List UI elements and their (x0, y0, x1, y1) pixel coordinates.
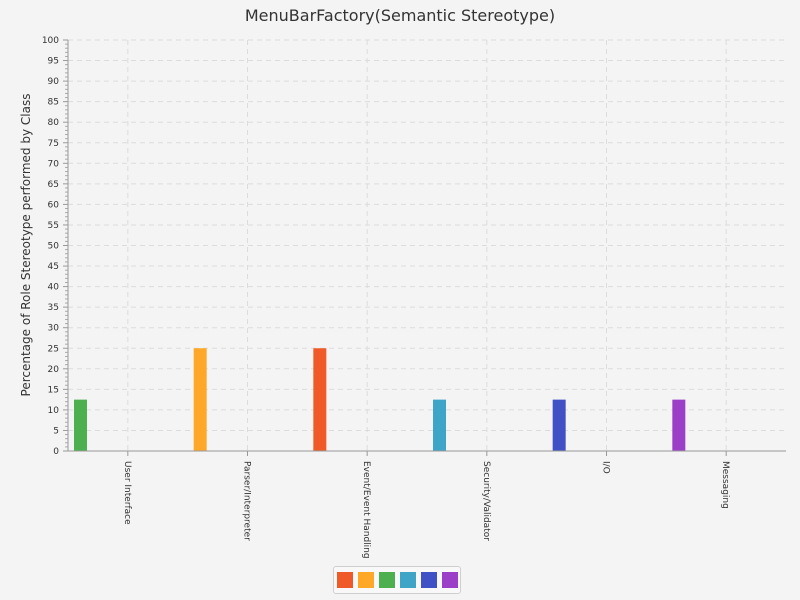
legend-swatch (441, 572, 458, 588)
chart-title: MenuBarFactory(Semantic Stereotype) (244, 6, 556, 25)
y-tick-label: 100 (42, 36, 59, 46)
y-tick-label: 0 (53, 447, 59, 457)
y-tick-label: 95 (48, 57, 59, 67)
legend (333, 566, 461, 594)
x-axis: User Interface Parser/Interpreter Event/Ev… (68, 450, 786, 559)
y-axis: 0 5 10 15 20 25 30 35 40 45 50 55 60 65 70 75 80 85 90 95 10… (42, 36, 69, 457)
x-tick-label: Event/Event Handling (361, 461, 371, 559)
legend-swatch (420, 572, 437, 588)
y-tick-label: 50 (48, 242, 60, 252)
y-tick-label: 15 (48, 385, 59, 395)
bar (552, 399, 566, 451)
y-tick-label: 75 (48, 139, 59, 149)
legend-swatch (336, 572, 353, 588)
y-tick-label: 20 (48, 365, 60, 375)
y-tick-label: 30 (48, 324, 60, 334)
y-tick-label: 35 (48, 303, 59, 313)
y-tick-label: 5 (53, 426, 59, 436)
bar (433, 399, 446, 451)
bar (193, 348, 207, 451)
bar (672, 399, 686, 451)
y-tick-label: 40 (48, 283, 60, 293)
x-tick-label: Messaging (720, 461, 730, 509)
y-axis-title: Percentage of Role Stereotype performed … (19, 94, 33, 397)
y-tick-label: 10 (48, 406, 60, 416)
y-tick-label: 85 (48, 98, 59, 108)
bar (74, 399, 87, 451)
legend-swatch (378, 572, 395, 588)
x-tick-label: I/O (601, 461, 611, 474)
y-tick-label: 70 (48, 159, 60, 169)
y-tick-label: 45 (48, 262, 59, 272)
y-tick-label: 90 (48, 77, 60, 87)
x-tick-label: Parser/Interpreter (242, 461, 252, 541)
x-tick-label: Security/Validator (481, 461, 491, 541)
bar (313, 348, 327, 451)
grid-lines (68, 39, 786, 451)
y-tick-label: 80 (48, 118, 60, 128)
y-tick-label: 55 (48, 221, 59, 231)
y-tick-label: 65 (48, 180, 59, 190)
legend-swatch (357, 572, 374, 588)
legend-swatch (399, 572, 416, 588)
y-tick-label: 25 (48, 344, 59, 354)
y-tick-label: 60 (48, 200, 60, 210)
bars (74, 348, 686, 451)
x-tick-label: User Interface (122, 461, 132, 525)
